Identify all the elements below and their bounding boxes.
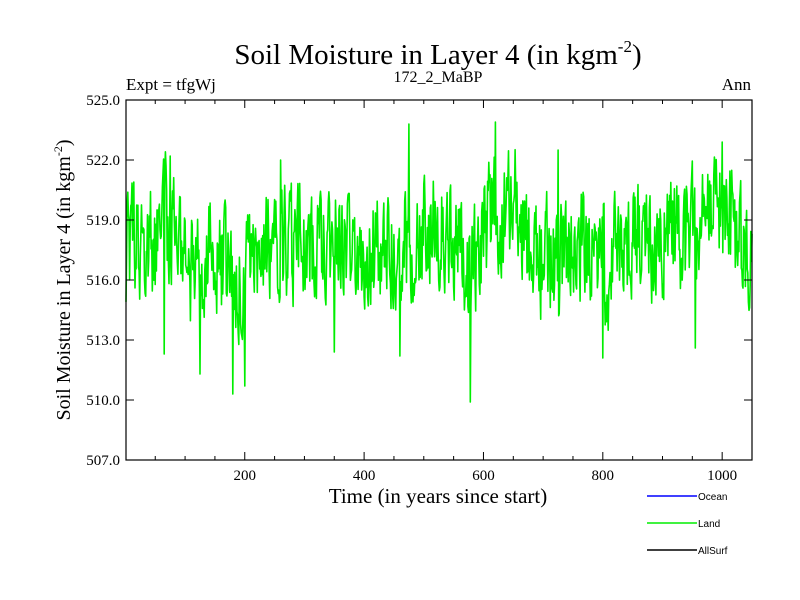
y-tick-label: 519.0 xyxy=(86,213,120,229)
series-line-land xyxy=(125,121,753,403)
x-tick-label: 1000 xyxy=(707,468,737,484)
y-tick-label: 516.0 xyxy=(86,273,120,289)
legend-label-ocean: Ocean xyxy=(698,492,727,503)
period-label: 172_2_MaBP xyxy=(394,69,483,86)
legend-label-land: Land xyxy=(698,519,720,530)
experiment-label: Expt = tfgWj xyxy=(126,75,216,94)
y-tick-label: 513.0 xyxy=(86,333,120,349)
x-axis-label: Time (in years since start) xyxy=(329,484,548,508)
chart-title: Soil Moisture in Layer 4 (in kgm-2) xyxy=(234,37,641,71)
season-label: Ann xyxy=(722,75,752,94)
y-tick-label: 525.0 xyxy=(86,93,120,109)
y-tick-label: 507.0 xyxy=(86,453,120,469)
y-tick-label: 522.0 xyxy=(86,153,120,169)
series-layer xyxy=(125,121,753,403)
tick-layer: 507.0 510.0 513.0 516.0 519.0 522.0 525.0 200 40… xyxy=(86,93,752,484)
y-tick-label: 510.0 xyxy=(86,393,120,409)
x-tick-label: 400 xyxy=(353,468,376,484)
x-tick-label: 800 xyxy=(592,468,615,484)
legend: Ocean Land AllSurf xyxy=(647,492,728,557)
y-axis-label: Soil Moisture in Layer 4 (in kgm-2) xyxy=(51,139,75,420)
x-tick-label: 200 xyxy=(234,468,257,484)
x-tick-label: 600 xyxy=(472,468,495,484)
legend-label-allsurf: AllSurf xyxy=(698,546,728,557)
